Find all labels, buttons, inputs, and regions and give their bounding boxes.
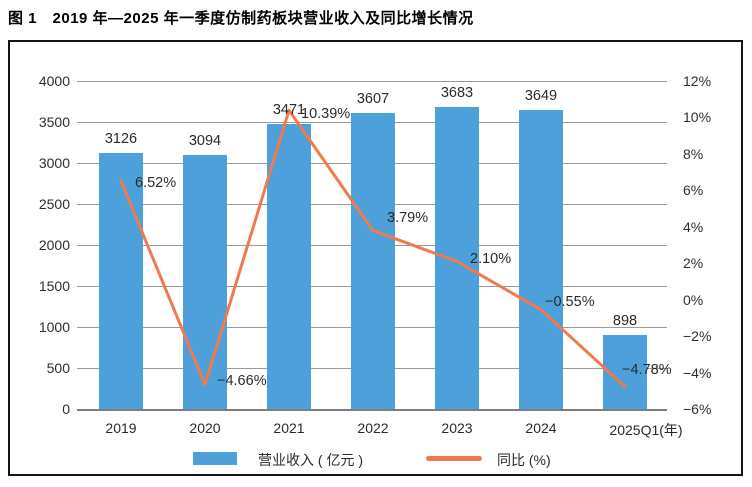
line-value-label: 10.39% [301, 106, 351, 123]
bar-value-label: 898 [612, 313, 638, 330]
right-axis-tick: 0% [683, 291, 704, 308]
gridline [77, 81, 667, 82]
right-axis-tick: 4% [683, 218, 704, 235]
legend-yoy-label: 同比 (%) [497, 452, 551, 468]
line-value-label: 6.52% [135, 174, 177, 191]
legend-revenue-label: 营业收入 ( 亿元 ) [258, 452, 363, 468]
right-axis-tick: −6% [683, 401, 712, 417]
right-axis-tick: 2% [683, 255, 704, 272]
x-axis-label-2023: 2023 [441, 420, 473, 436]
right-axis-tick: 8% [683, 145, 704, 162]
x-axis-label-2019: 2019 [105, 420, 137, 436]
line-value-label: −4.66% [217, 372, 267, 389]
figure-caption: 图 1 2019 年—2025 年一季度仿制药板块营业收入及同比增长情况 [8, 10, 474, 27]
bar-value-label: 3126 [104, 130, 138, 147]
legend-yoy-line-marker [426, 456, 482, 461]
left-axis-tick: 4000 [38, 73, 70, 89]
x-axis-label-2021: 2021 [273, 420, 305, 436]
revenue-bar-2024 [519, 109, 563, 409]
left-axis-tick: 1000 [38, 319, 70, 335]
line-value-label: 2.10% [470, 251, 512, 268]
revenue-bar-2019 [99, 152, 143, 409]
bar-value-label: 3471 [272, 102, 306, 119]
bar-value-label: 3607 [356, 91, 390, 108]
line-value-label: −4.78% [622, 361, 672, 378]
right-axis-tick: −2% [683, 328, 712, 345]
right-axis-tick: 6% [683, 182, 704, 199]
x-axis-label-2022: 2022 [357, 420, 389, 436]
x-axis-label-2024: 2024 [525, 420, 557, 436]
line-value-label: −0.55% [545, 293, 595, 310]
left-axis-tick: 2000 [38, 237, 70, 253]
left-axis-tick: 3500 [38, 114, 70, 130]
bar-value-label: 3094 [188, 133, 222, 150]
legend-revenue-swatch [193, 452, 237, 465]
left-axis-tick: 3000 [38, 155, 70, 171]
line-value-label: 3.79% [387, 209, 429, 226]
bar-value-label: 3649 [524, 87, 558, 104]
right-axis-tick: −4% [683, 364, 712, 381]
left-axis-tick: 2500 [38, 196, 70, 212]
bar-value-label: 3683 [440, 85, 474, 101]
revenue-bar-2022 [351, 113, 395, 409]
x-axis-label-2025Q1(年): 2025Q1(年) [609, 422, 683, 438]
x-axis-label-2020: 2020 [189, 420, 221, 436]
revenue-bar-2021 [267, 124, 311, 409]
left-axis-tick: 1500 [38, 278, 70, 294]
left-axis-tick: 500 [46, 360, 70, 376]
revenue-bar-2020 [183, 155, 227, 409]
right-axis-tick: 12% [683, 73, 712, 89]
left-axis-tick: 0 [62, 401, 70, 417]
right-axis-tick: 10% [683, 109, 712, 126]
x-axis-line [77, 409, 667, 411]
